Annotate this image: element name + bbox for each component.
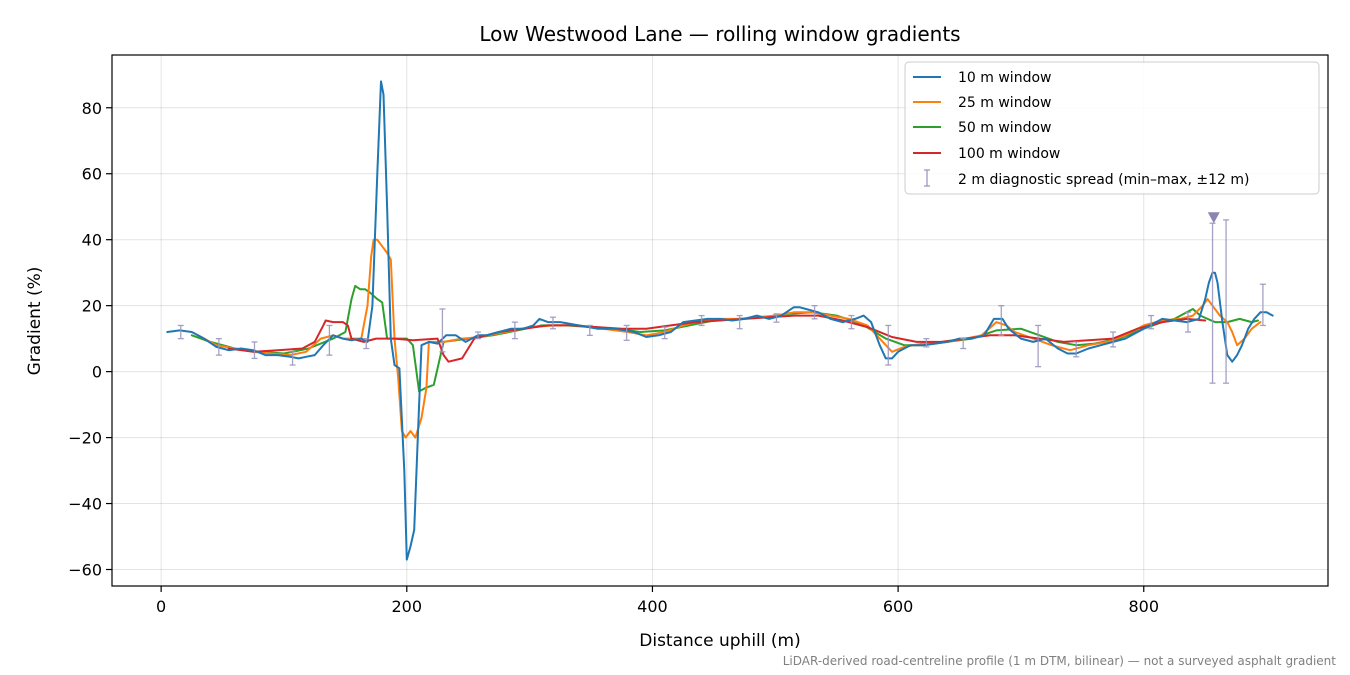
- x-tick-label: 400: [637, 597, 668, 616]
- legend-label-25m: 25 m window: [958, 95, 1051, 111]
- legend-label-50m: 50 m window: [958, 120, 1051, 136]
- diagnostic-max-marker: [1207, 212, 1220, 224]
- legend-box: [904, 61, 1320, 195]
- y-tick-label: 0: [92, 363, 102, 382]
- series-line-0: [166, 80, 1274, 561]
- diagnostic-errorbar: [326, 324, 333, 356]
- diagnostic-errorbar: [586, 324, 593, 336]
- diagnostic-errorbar: [251, 341, 258, 360]
- diagnostic-errorbars: [177, 212, 1266, 384]
- legend: 10 m window 25 m window 50 m window 100 …: [904, 61, 1320, 195]
- diagnostic-errorbar: [1184, 311, 1191, 333]
- y-tick-label: 40: [82, 231, 102, 250]
- y-tick-label: −40: [68, 495, 102, 514]
- y-tick-label: −20: [68, 429, 102, 448]
- diagnostic-errorbar: [848, 314, 855, 330]
- diagnostic-errorbar: [215, 337, 222, 356]
- legend-label-10m: 10 m window: [958, 70, 1051, 86]
- diagnostic-errorbar: [511, 321, 518, 340]
- x-tick-label: 200: [392, 597, 423, 616]
- diagnostic-errorbar: [998, 305, 1005, 336]
- chart-title: Low Westwood Lane — rolling window gradi…: [479, 22, 960, 46]
- x-tick-label: 600: [883, 597, 914, 616]
- diagnostic-errorbar: [1259, 283, 1266, 327]
- footnote: LiDAR-derived road-centreline profile (1…: [783, 654, 1337, 668]
- y-tick-label: 60: [82, 165, 102, 184]
- diagnostic-errorbar: [363, 337, 370, 350]
- diagnostic-errorbar: [1148, 314, 1155, 330]
- x-tick-label: 800: [1128, 597, 1159, 616]
- axis-ticks: 0 200 400 600 800 −60 −40 −20 0 20 40 60 80: [68, 99, 1159, 616]
- diagnostic-errorbar: [885, 324, 892, 366]
- grid-lines: [112, 55, 1328, 586]
- diagnostic-errorbar: [289, 351, 296, 366]
- x-tick-label: 0: [156, 597, 166, 616]
- diagnostic-errorbar: [475, 331, 482, 340]
- y-tick-label: 20: [82, 297, 102, 316]
- y-tick-label: 80: [82, 99, 102, 118]
- diagnostic-errorbar: [1073, 341, 1080, 358]
- y-tick-label: −60: [68, 561, 102, 580]
- diagnostic-errorbar: [623, 324, 630, 341]
- diagnostic-errorbar: [177, 324, 184, 340]
- diagnostic-errorbar: [773, 313, 780, 323]
- diagnostic-errorbar: [811, 305, 818, 320]
- diagnostic-errorbar: [698, 314, 705, 327]
- diagnostic-errorbar: [1209, 222, 1216, 384]
- legend-label-100m: 100 m window: [958, 146, 1060, 162]
- plot-frame: [111, 54, 1329, 587]
- diagnostic-errorbar: [1110, 331, 1117, 348]
- diagnostic-errorbar: [960, 337, 967, 350]
- diagnostic-errorbar: [1223, 219, 1230, 384]
- diagnostic-errorbar: [1035, 324, 1042, 368]
- diagnostic-errorbar: [736, 314, 743, 330]
- diagnostic-errorbar: [923, 337, 930, 348]
- series-layer: [166, 80, 1274, 561]
- y-axis-label: Gradient (%): [25, 267, 45, 376]
- diagnostic-errorbar: [661, 326, 668, 340]
- legend-label-diagnostic: 2 m diagnostic spread (min–max, ±12 m): [958, 172, 1249, 188]
- diagnostic-errorbar: [549, 316, 556, 330]
- legend-swatch-diagnostic: [924, 169, 930, 187]
- x-axis-label: Distance uphill (m): [639, 631, 800, 651]
- diagnostic-errorbar: [439, 308, 446, 353]
